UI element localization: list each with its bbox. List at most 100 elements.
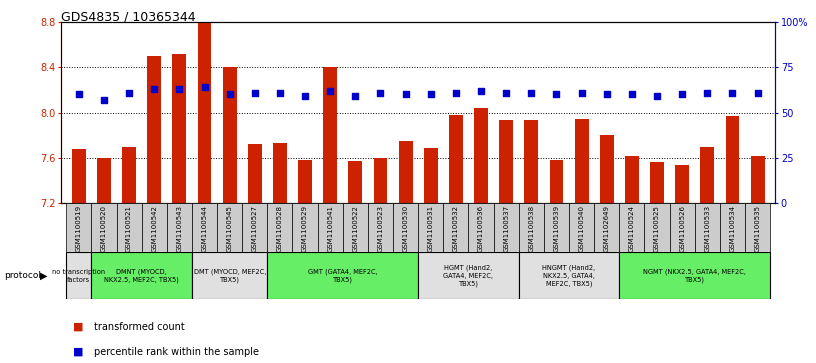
Text: GSM1100543: GSM1100543 (176, 205, 182, 252)
Text: ■: ■ (73, 322, 84, 332)
Bar (323, 67, 337, 203)
Bar (248, 144, 262, 203)
Bar (549, 160, 563, 203)
Bar (399, 141, 413, 203)
Point (751, 90, 764, 95)
Point (324, 88, 337, 94)
Text: DMNT (MYOCD,
NKX2.5, MEF2C, TBX5): DMNT (MYOCD, NKX2.5, MEF2C, TBX5) (104, 269, 179, 283)
Point (450, 90, 463, 95)
Bar (720, 203, 745, 252)
Bar (418, 252, 519, 299)
Text: GSM1100542: GSM1100542 (151, 205, 157, 252)
Text: GSM1100537: GSM1100537 (503, 205, 509, 252)
Bar (569, 203, 594, 252)
Bar (166, 203, 192, 252)
Bar (670, 203, 694, 252)
Text: GSM1100525: GSM1100525 (654, 205, 660, 252)
Point (223, 91, 236, 97)
Bar (745, 203, 770, 252)
Bar (91, 203, 117, 252)
Point (374, 90, 387, 95)
Text: GSM1100540: GSM1100540 (579, 205, 584, 252)
Bar (393, 203, 418, 252)
Point (650, 93, 663, 99)
Text: GSM1100536: GSM1100536 (478, 205, 484, 252)
Bar (449, 115, 463, 203)
Text: GSM1100545: GSM1100545 (227, 205, 233, 252)
Bar (197, 22, 211, 203)
Point (198, 84, 211, 90)
Bar (519, 252, 619, 299)
Text: HGMT (Hand2,
GATA4, MEF2C,
TBX5): HGMT (Hand2, GATA4, MEF2C, TBX5) (443, 265, 494, 287)
Text: GSM1100534: GSM1100534 (730, 205, 735, 252)
Bar (192, 252, 268, 299)
Text: GSM1100544: GSM1100544 (202, 205, 207, 252)
Text: GSM1100527: GSM1100527 (252, 205, 258, 252)
Bar (600, 135, 614, 203)
Point (399, 91, 412, 97)
Text: no transcription
factors: no transcription factors (52, 269, 105, 283)
Point (73, 91, 86, 97)
Point (273, 90, 286, 95)
Bar (298, 160, 312, 203)
Text: GSM1100541: GSM1100541 (327, 205, 333, 252)
Point (475, 88, 488, 94)
Text: GSM1100523: GSM1100523 (378, 205, 384, 252)
Bar (368, 203, 393, 252)
Bar (424, 148, 437, 203)
Bar (468, 203, 494, 252)
Bar (148, 56, 161, 203)
Bar (619, 252, 770, 299)
Text: transformed count: transformed count (94, 322, 184, 332)
Bar (273, 143, 287, 203)
Point (248, 90, 261, 95)
Bar (494, 203, 519, 252)
Text: NGMT (NKX2.5, GATA4, MEF2C,
TBX5): NGMT (NKX2.5, GATA4, MEF2C, TBX5) (643, 269, 746, 283)
Bar (443, 203, 468, 252)
Point (701, 90, 714, 95)
Bar (66, 252, 91, 299)
Text: ■: ■ (73, 347, 84, 357)
Bar (700, 147, 714, 203)
Text: GSM1100538: GSM1100538 (528, 205, 534, 252)
Bar (499, 121, 513, 203)
Point (299, 93, 312, 99)
Text: GSM1100533: GSM1100533 (704, 205, 710, 252)
Point (525, 90, 538, 95)
Bar (122, 147, 136, 203)
Bar (544, 203, 569, 252)
Point (424, 91, 437, 97)
Bar (650, 162, 664, 203)
Bar (142, 203, 166, 252)
Bar (525, 121, 539, 203)
Bar (292, 203, 317, 252)
Text: GSM1100529: GSM1100529 (302, 205, 308, 252)
Bar (645, 203, 670, 252)
Text: GSM1100531: GSM1100531 (428, 205, 434, 252)
Bar (172, 54, 186, 203)
Bar (519, 203, 544, 252)
Text: HNGMT (Hand2,
NKX2.5, GATA4,
MEF2C, TBX5): HNGMT (Hand2, NKX2.5, GATA4, MEF2C, TBX5… (543, 265, 596, 287)
Point (550, 91, 563, 97)
Bar (72, 149, 86, 203)
Bar (97, 158, 111, 203)
Text: GSM1100530: GSM1100530 (402, 205, 409, 252)
Bar (91, 252, 192, 299)
Bar (594, 203, 619, 252)
Point (575, 90, 588, 95)
Bar (676, 165, 689, 203)
Point (601, 91, 614, 97)
Bar (317, 203, 343, 252)
Text: GSM1100535: GSM1100535 (755, 205, 761, 252)
Text: GSM1100520: GSM1100520 (101, 205, 107, 252)
Bar (725, 116, 739, 203)
Point (676, 91, 689, 97)
Bar (348, 161, 362, 203)
Text: GSM1100519: GSM1100519 (76, 205, 82, 252)
Text: GSM1100524: GSM1100524 (629, 205, 635, 252)
Point (499, 90, 512, 95)
Bar (217, 203, 242, 252)
Bar (223, 67, 237, 203)
Text: GSM1100528: GSM1100528 (277, 205, 283, 252)
Text: GSM1100522: GSM1100522 (353, 205, 358, 252)
